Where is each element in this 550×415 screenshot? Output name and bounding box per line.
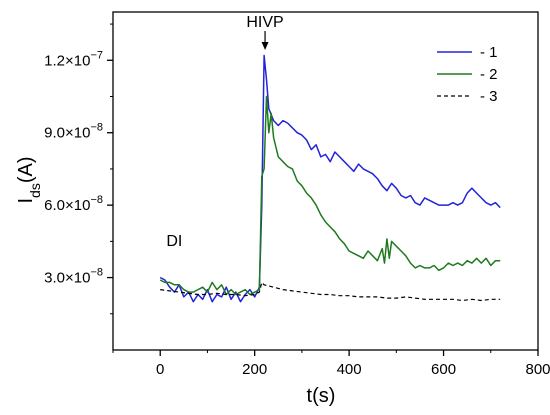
y-axis-title-tail: (A) bbox=[15, 156, 37, 183]
hivp-annotation: HIVP bbox=[246, 14, 283, 31]
y-axis-title: Ids(A) bbox=[15, 156, 43, 203]
y-axis-ticks: 3.0×10−8 6.0×10−8 9.0×10−8 1.2×10−7 bbox=[44, 23, 113, 315]
plot-frame bbox=[112, 11, 539, 351]
annotations: HIVP DI bbox=[166, 14, 283, 250]
legend-label-1: - 1 bbox=[480, 44, 498, 61]
legend-label-2: - 2 bbox=[480, 66, 498, 83]
series-line-2 bbox=[159, 95, 501, 296]
y-tick-label: 6.0×10−8 bbox=[44, 194, 103, 214]
series-line-3 bbox=[160, 281, 501, 302]
x-axis-title: t(s) bbox=[307, 385, 336, 407]
di-annotation: DI bbox=[166, 233, 182, 250]
x-tick-label: 400 bbox=[337, 361, 362, 378]
y-axis-title-main: I bbox=[15, 198, 37, 204]
x-axis-ticks: 0 200 400 600 800 bbox=[112, 350, 550, 378]
legend: - 1 - 2 - 3 bbox=[437, 44, 498, 105]
y-tick-label: 3.0×10−8 bbox=[44, 267, 103, 287]
hivp-arrow-head-icon bbox=[261, 42, 269, 50]
series-line-1 bbox=[159, 54, 501, 303]
x-tick-label: 800 bbox=[525, 361, 550, 378]
y-tick-label: 9.0×10−8 bbox=[44, 122, 103, 142]
x-tick-label: 0 bbox=[156, 361, 164, 378]
y-tick-label: 1.2×10−7 bbox=[44, 49, 103, 69]
x-tick-label: 600 bbox=[431, 361, 456, 378]
plot-series-group bbox=[159, 54, 501, 303]
y-axis-title-sub: ds bbox=[27, 183, 43, 198]
legend-label-3: - 3 bbox=[480, 88, 498, 105]
x-tick-label: 200 bbox=[242, 361, 267, 378]
